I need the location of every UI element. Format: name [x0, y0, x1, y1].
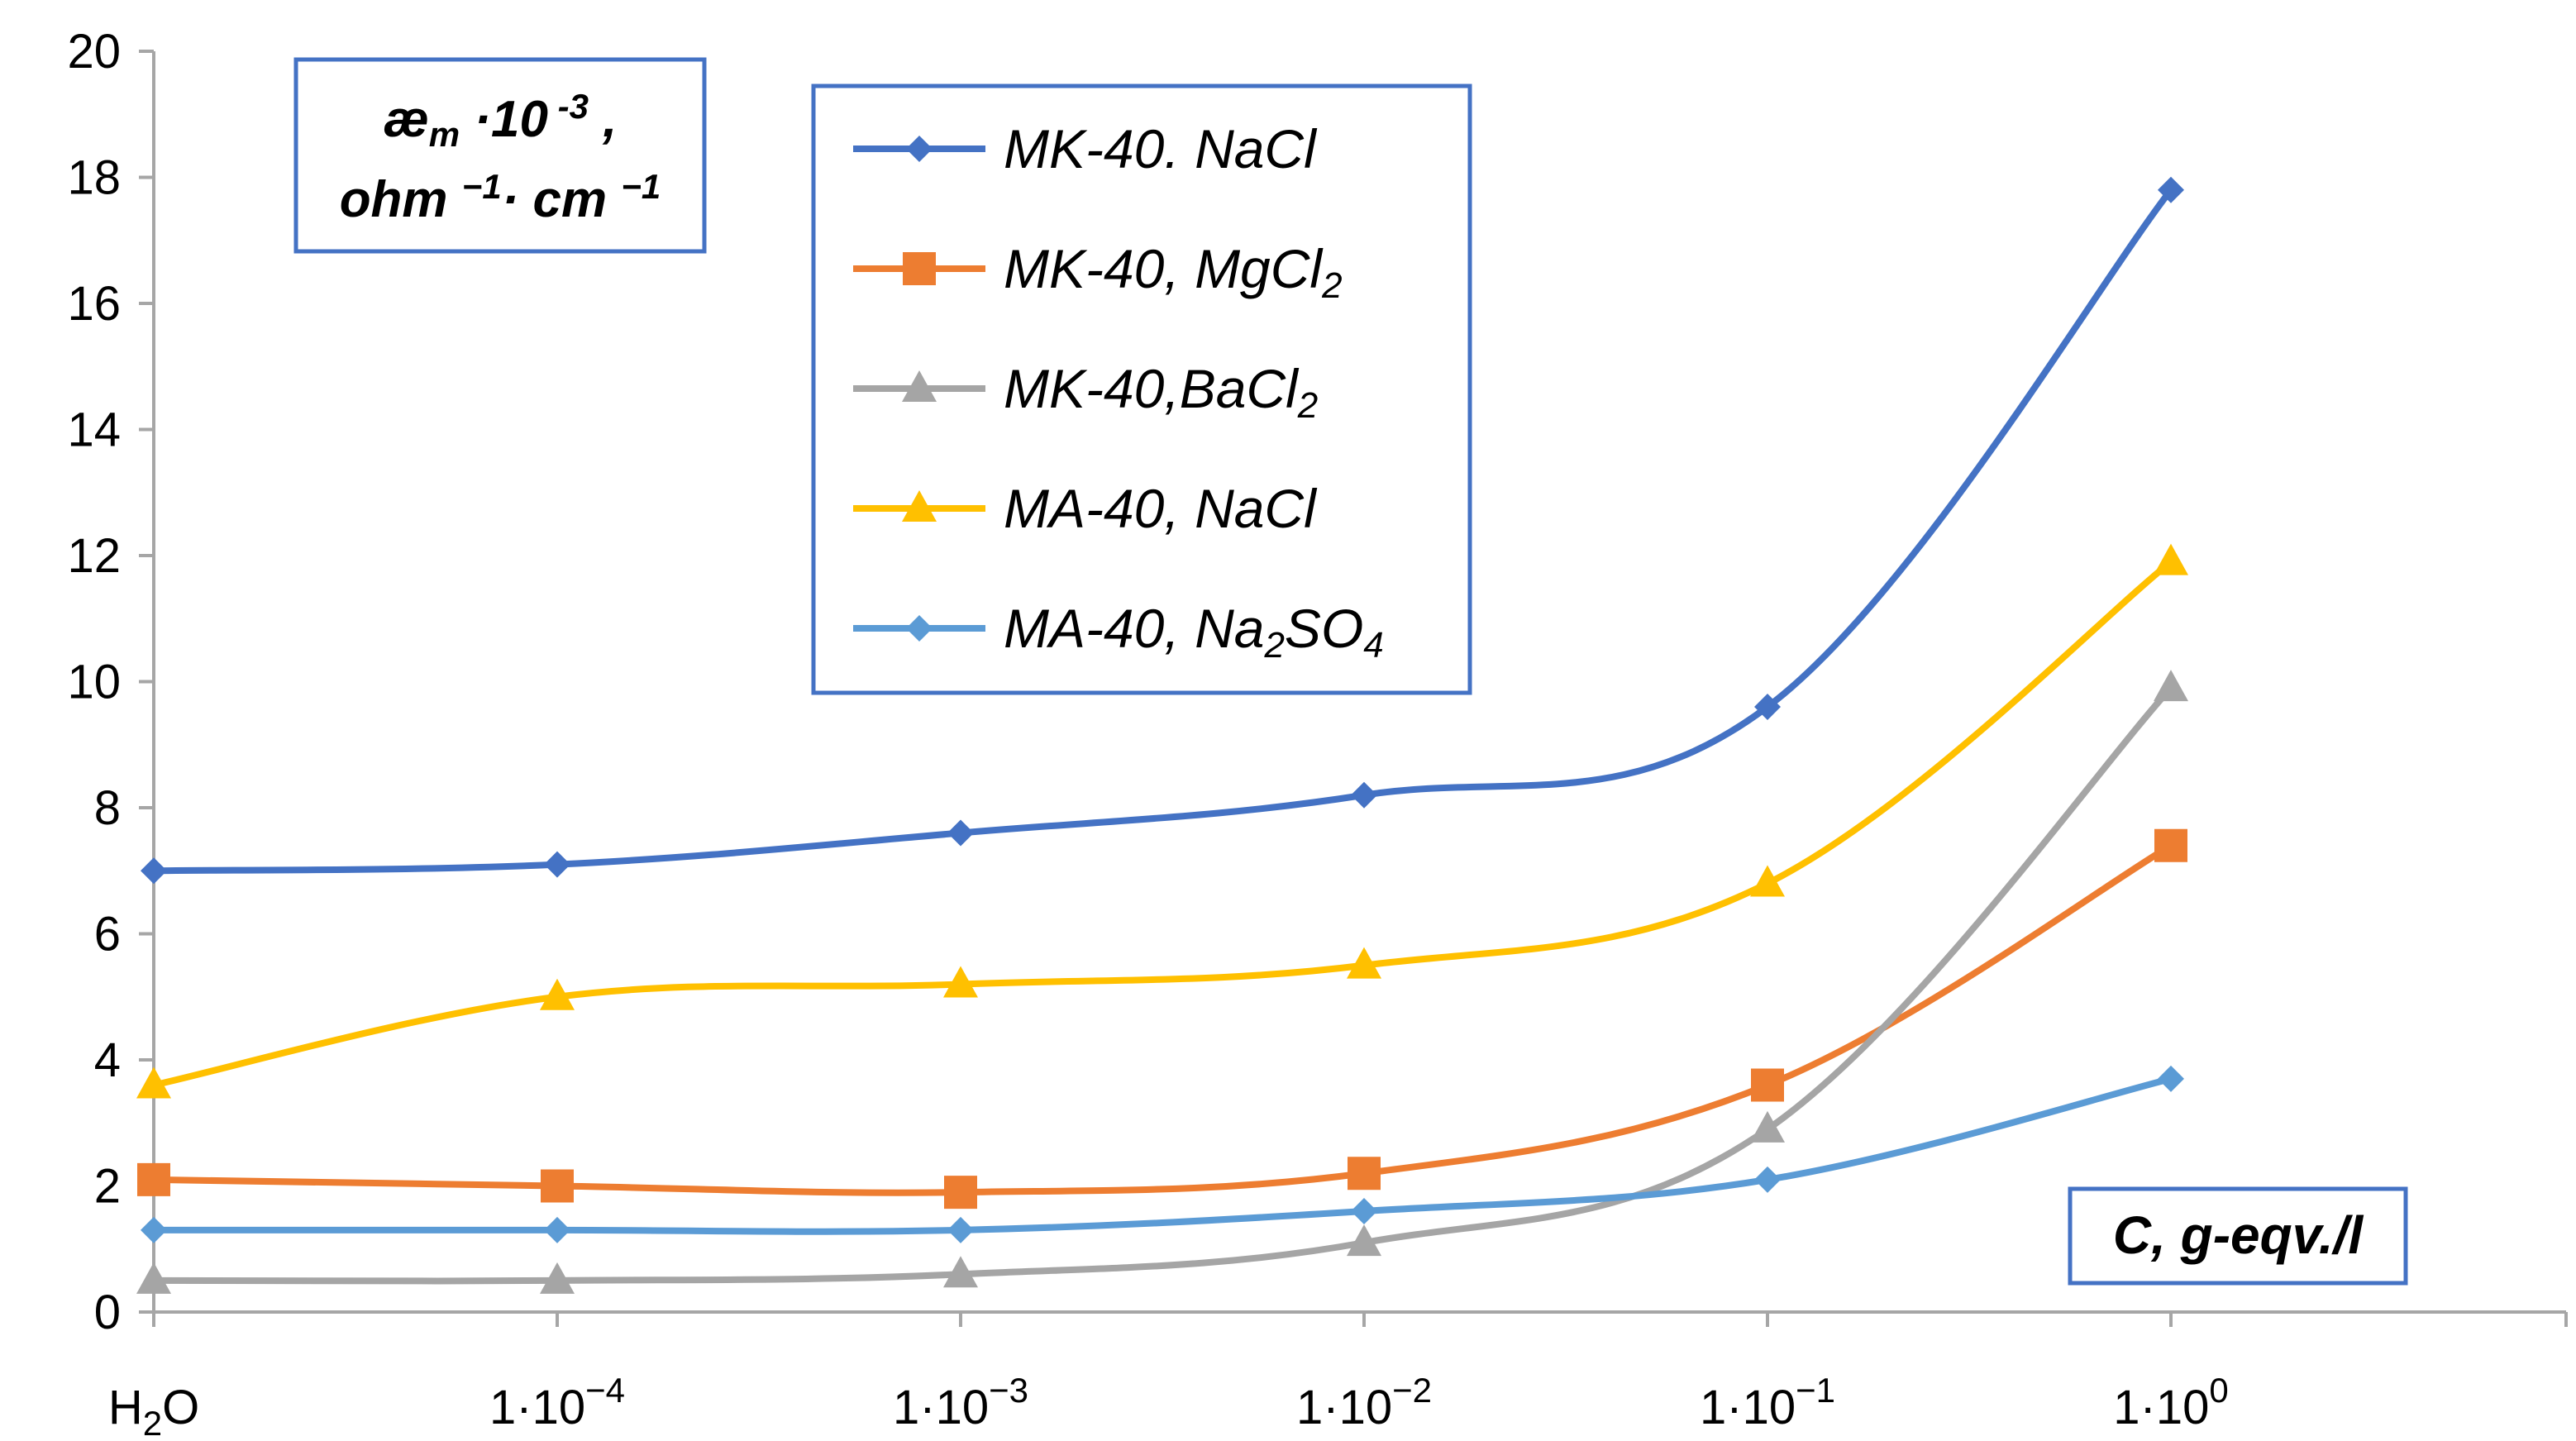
series-line — [150, 1075, 2174, 1235]
y-tick-label: 4 — [94, 1033, 121, 1087]
y-tick-label: 2 — [94, 1160, 121, 1214]
series-line — [150, 842, 2174, 1196]
series-layer — [136, 176, 2188, 1294]
data-point — [1351, 1198, 1377, 1224]
data-point — [1750, 1110, 1785, 1143]
series-line — [150, 558, 2174, 1089]
data-point — [943, 1256, 978, 1288]
data-point — [1348, 1157, 1381, 1190]
legend-item: MK-40, MgCl2 — [853, 238, 1343, 306]
x-tick-label: 1·10−4 — [489, 1371, 625, 1434]
series-0 — [141, 176, 2184, 885]
y-tick-label: 0 — [94, 1286, 121, 1339]
data-point — [944, 1176, 977, 1210]
data-point — [136, 1066, 171, 1099]
data-point — [136, 1262, 171, 1294]
legend-label: MK-40. NaCl — [1004, 118, 1318, 179]
x-axis-label: C, g-eqv./l — [2113, 1205, 2364, 1265]
legend-marker — [902, 490, 937, 522]
y-axis-label-line2: ohm −1· cm −1 — [340, 167, 661, 228]
legend-marker — [906, 136, 933, 162]
series-4 — [141, 1065, 2184, 1243]
y-axis-label-box — [293, 57, 707, 254]
data-point — [943, 966, 978, 998]
data-point — [540, 1262, 575, 1294]
data-point — [1754, 1166, 1781, 1193]
legend-item: MA-40, NaCl — [853, 478, 1318, 539]
legend-marker — [903, 252, 936, 285]
data-point — [544, 851, 570, 878]
legend-marker — [902, 370, 937, 402]
legend-label: MA-40, NaCl — [1004, 478, 1318, 539]
data-point — [141, 1216, 167, 1243]
data-point — [1347, 1224, 1381, 1257]
x-tick-label: 1·10−2 — [1296, 1371, 1432, 1434]
x-tick-label: 1·10−1 — [1700, 1371, 1835, 1434]
x-tick-label: H2O — [108, 1381, 199, 1441]
x-tick-label: 1·10−3 — [893, 1371, 1028, 1434]
series-3 — [136, 543, 2188, 1099]
series-1 — [137, 828, 2187, 1210]
legend-label: MK-40,BaCl2 — [1004, 358, 1318, 426]
y-tick-label: 8 — [94, 781, 121, 835]
series-2 — [136, 670, 2188, 1294]
legend: MK-40. NaCl MK-40, MgCl2 MK-40,BaCl2 MA-40,… — [853, 118, 1384, 666]
data-point — [544, 1216, 570, 1243]
x-tick-label: 1·100 — [2113, 1371, 2228, 1434]
data-point — [947, 1216, 974, 1243]
legend-marker — [906, 615, 933, 642]
y-tick-label: 6 — [94, 908, 121, 961]
data-point — [1754, 694, 1781, 720]
legend-label: MA-40, Na2SO4 — [1004, 598, 1384, 666]
legend-item: MA-40, Na2SO4 — [853, 598, 1384, 666]
series-line — [150, 685, 2174, 1285]
data-point — [947, 819, 974, 847]
series-line — [150, 186, 2174, 875]
x-axis-label-box — [2068, 1186, 2408, 1286]
y-axis-label-line1: æm ·10 -3 , — [384, 87, 618, 154]
data-point — [540, 978, 575, 1010]
y-tick-label: 20 — [67, 25, 121, 79]
data-point — [1750, 865, 1785, 897]
data-point — [2154, 670, 2188, 702]
data-point — [2154, 828, 2187, 862]
data-point — [541, 1169, 574, 1203]
y-tick-label: 12 — [67, 529, 121, 583]
data-point — [1351, 781, 1377, 809]
y-tick-label: 18 — [67, 151, 121, 205]
y-tick-label: 14 — [67, 403, 121, 457]
y-tick-label: 10 — [67, 656, 121, 709]
data-point — [1347, 947, 1381, 979]
data-point — [2154, 543, 2188, 575]
y-tick-label: 16 — [67, 277, 121, 331]
y-axis-ticks: 0 2 4 6 8 10 12 14 16 18 20 — [67, 25, 154, 1339]
legend-item: MK-40,BaCl2 — [853, 358, 1318, 426]
data-point — [137, 1162, 170, 1196]
data-point — [2158, 176, 2184, 203]
x-axis-ticks: H2O 1·10−4 1·10−3 1·10−2 1·10−1 1·100 — [108, 1312, 2568, 1441]
legend-label: MK-40, MgCl2 — [1004, 238, 1343, 306]
data-point — [1751, 1068, 1784, 1102]
data-point — [141, 857, 167, 885]
data-point — [2158, 1065, 2184, 1092]
legend-item: MK-40. NaCl — [853, 118, 1318, 179]
